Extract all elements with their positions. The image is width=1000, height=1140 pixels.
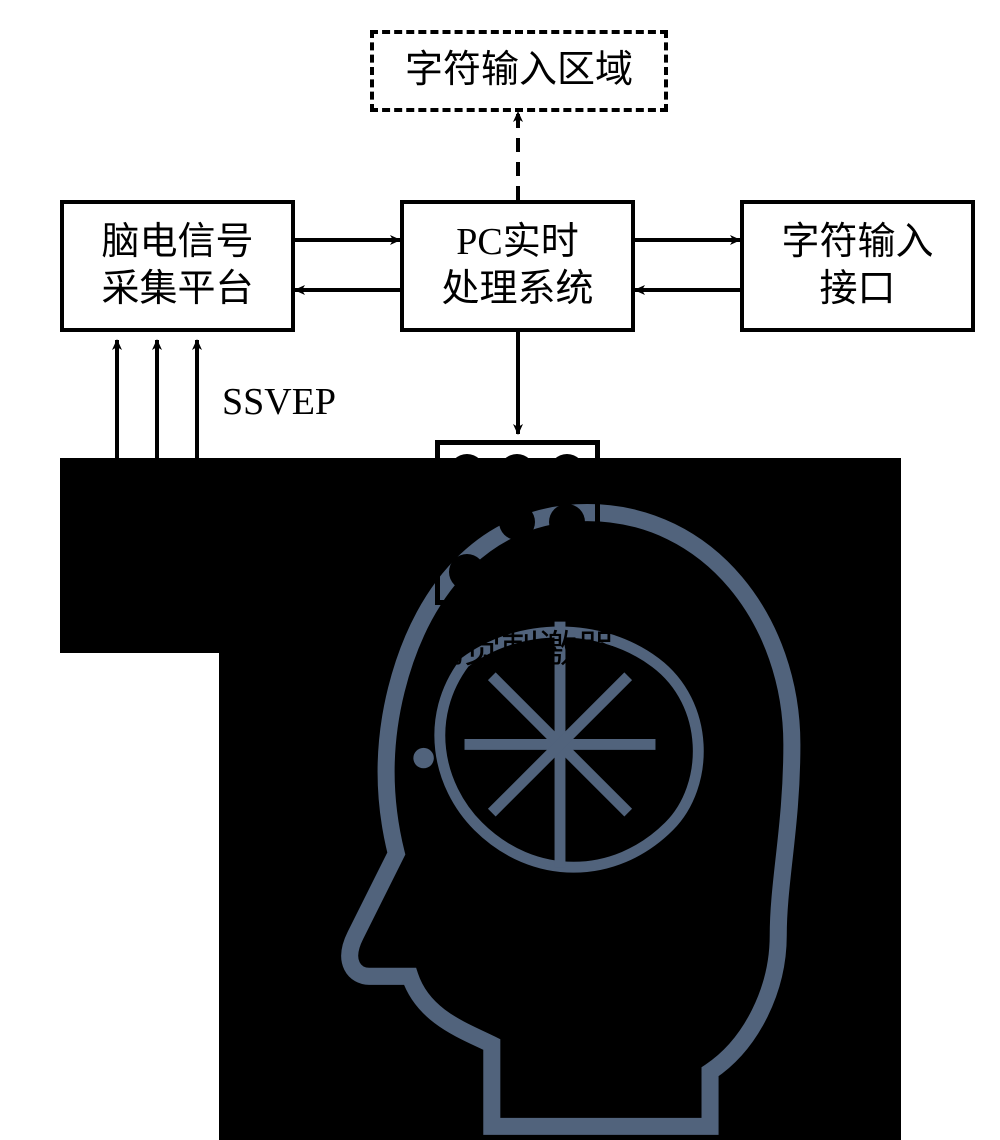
stimulator-dot [549, 454, 585, 490]
stimulator-dot [449, 504, 485, 540]
stimulator-dot [499, 504, 535, 540]
stimulator-dot [449, 554, 485, 590]
diagram-canvas: 字符输入区域 脑电信号 采集平台 PC实时 处理系统 字符输入 接口 SSVEP [0, 0, 1000, 682]
stimulator-dot [549, 554, 585, 590]
stimulator-dot [499, 454, 535, 490]
stimulator-dot [499, 554, 535, 590]
stimulator-dot [449, 454, 485, 490]
stimulator-dot [549, 504, 585, 540]
